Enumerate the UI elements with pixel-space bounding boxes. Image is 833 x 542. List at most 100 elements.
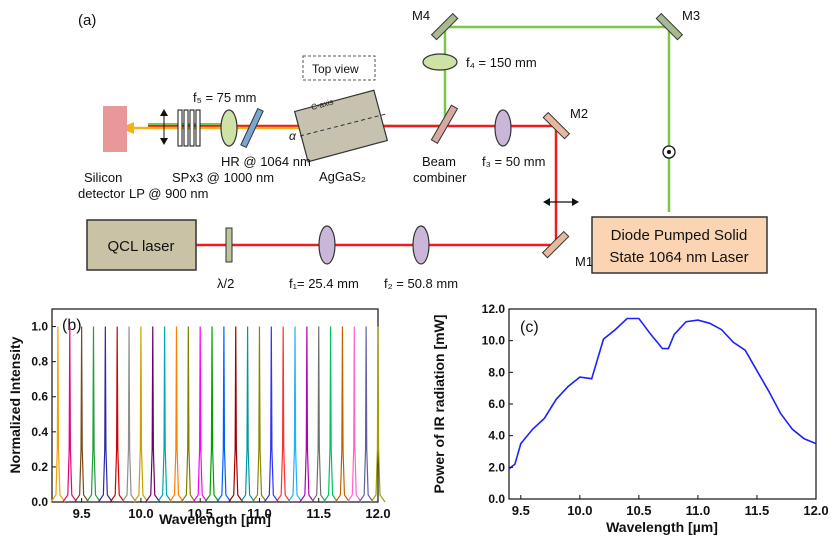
chart-b-peak [287,326,303,503]
chart-c-ytick-label: 12.0 [482,302,506,316]
chart-b-peak [192,326,208,503]
chart-b-peak [121,326,137,503]
chart-b-peak [275,326,291,503]
lp-label: LP @ 900 nm [129,186,208,201]
chart-c-frame [508,308,817,500]
chart-b-peak [157,326,173,503]
chart-c-xtick-label: 9.5 [512,503,530,518]
chart-c-xlabel: Wavelength [µm] [606,519,718,535]
c-axis-line [299,113,387,137]
chart-b-peak [251,326,267,503]
filter-3 [189,109,195,147]
chart-b-peak [109,326,125,503]
chart-b-peak [299,326,315,503]
dpss-laser-box [591,216,768,274]
chart-c-series-line [508,317,817,470]
filter-2 [183,109,189,147]
lens-f1 [318,225,336,265]
chart-b-peak [50,326,66,503]
chart-b-peak [311,326,327,503]
chart-c-xticks: 9.5 10.0 10.5 11.0 11.5 12.0 [512,495,829,518]
chart-b-ylabel: Normalized Intensity [7,336,23,473]
chart-b-ytick-label: 0.8 [31,355,48,369]
chart-c-ylabel: Power of IR radiation [mW] [431,315,447,494]
chart-b-ytick-label: 0.4 [31,425,48,439]
mirror-m4-label: M4 [412,8,430,23]
mirror-m3-label: M3 [682,8,700,23]
hr-mirror [240,107,264,149]
filter-4 [195,109,201,147]
mirror-m2-label: M2 [570,106,588,121]
top-view-label: Top view [312,62,359,76]
red-beam [196,124,558,247]
lens-f4 [422,53,458,71]
chart-b-xtick-label: 10.0 [128,506,153,521]
chart-b-peak [133,326,149,503]
chart-b-peak [228,326,244,503]
chart-b-yticks: 0.0 0.2 0.4 0.6 0.8 1.0 [31,320,56,509]
chart-b-peak [204,326,220,503]
chart-b-peak [168,326,184,503]
beam-combiner-label-2: combiner [413,170,467,185]
chart-b-peak [334,326,350,503]
chart-b-peak [323,326,339,503]
chart-c-xtick-label: 12.0 [803,503,828,518]
chart-c-ytick-label: 4.0 [488,429,505,443]
chart-b-xtick-label: 11.0 [247,506,272,521]
detector-label-1: Silicon [84,170,122,185]
chart-b-xtick-label: 9.5 [73,506,91,521]
chart-b-ytick-label: 0.0 [31,495,48,509]
alpha-label: α [289,129,297,143]
crystal-label: AgGaS₂ [319,169,366,184]
chart-b-ytick-label: 0.2 [31,460,48,474]
chart-c-panel-label: (c) [520,319,539,336]
mirror-m1 [541,230,570,259]
chart-b-peak [240,326,256,503]
beam-combiner [430,104,459,145]
silicon-detector [103,106,127,152]
chart-c: (c) 9.5 10.0 10.5 11.0 11.5 12.0 0.0 2.0 4.0 6.0… [431,302,829,535]
mirror-m4 [430,12,459,41]
mirror-m3 [655,12,684,41]
half-wave-plate [225,227,233,263]
chart-c-xtick-label: 10.0 [567,503,592,518]
chart-b-peak [86,326,101,503]
panel-a-label: (a) [78,12,96,29]
chart-b-ytick-label: 0.6 [31,390,48,404]
chart-b: (b) 9.5 10.0 10.5 11.0 11.5 12.0 0.0 0.2 0.4 0.6… [7,308,391,527]
lens-f2-label: f₂ = 50.8 mm [384,276,458,291]
chart-b-peak [216,326,232,503]
lens-f2 [412,225,430,265]
chart-c-xtick-label: 11.5 [745,503,770,518]
beam-combiner-label-1: Beam [422,154,456,169]
chart-c-ytick-label: 6.0 [488,397,505,411]
chart-b-xtick-label: 12.0 [365,506,390,521]
lens-f4-label: f₄ = 150 mm [466,55,537,70]
filter-1 [177,109,183,147]
mirror-m2 [542,111,571,140]
chart-b-peak [145,326,161,503]
chart-b-xlabel: Wavelength [µm] [159,511,271,527]
chart-b-peak [180,326,196,503]
chart-b-xticks: 9.5 10.0 10.5 11.0 11.5 12.0 [73,498,391,521]
chart-b-ytick-label: 1.0 [31,320,48,334]
chart-c-yticks: 0.0 2.0 4.0 6.0 8.0 10.0 12.0 [482,302,513,506]
lens-f3-label: f₃ = 50 mm [482,154,545,169]
chart-b-peak [97,326,113,503]
qcl-laser-box [86,219,197,271]
chart-b-peak [263,326,279,503]
lens-f3 [494,109,512,147]
dpss-label-line1: Diode Pumped Solid [611,227,748,244]
mirror-m1-label: M1 [575,254,593,269]
sp-label: SPx3 @ 1000 nm [172,170,274,185]
chart-b-peak [62,326,78,503]
chart-c-ytick-label: 10.0 [482,334,506,348]
chart-b-xtick-label: 11.5 [306,506,331,521]
chart-c-ytick-label: 0.0 [488,492,505,506]
chart-b-peak [74,326,90,503]
chart-c-ytick-label: 2.0 [488,460,505,474]
lens-f5-label: f₅ = 75 mm [193,90,256,105]
chart-c-xtick-label: 10.5 [626,503,651,518]
half-wave-plate-label: λ/2 [217,276,234,291]
